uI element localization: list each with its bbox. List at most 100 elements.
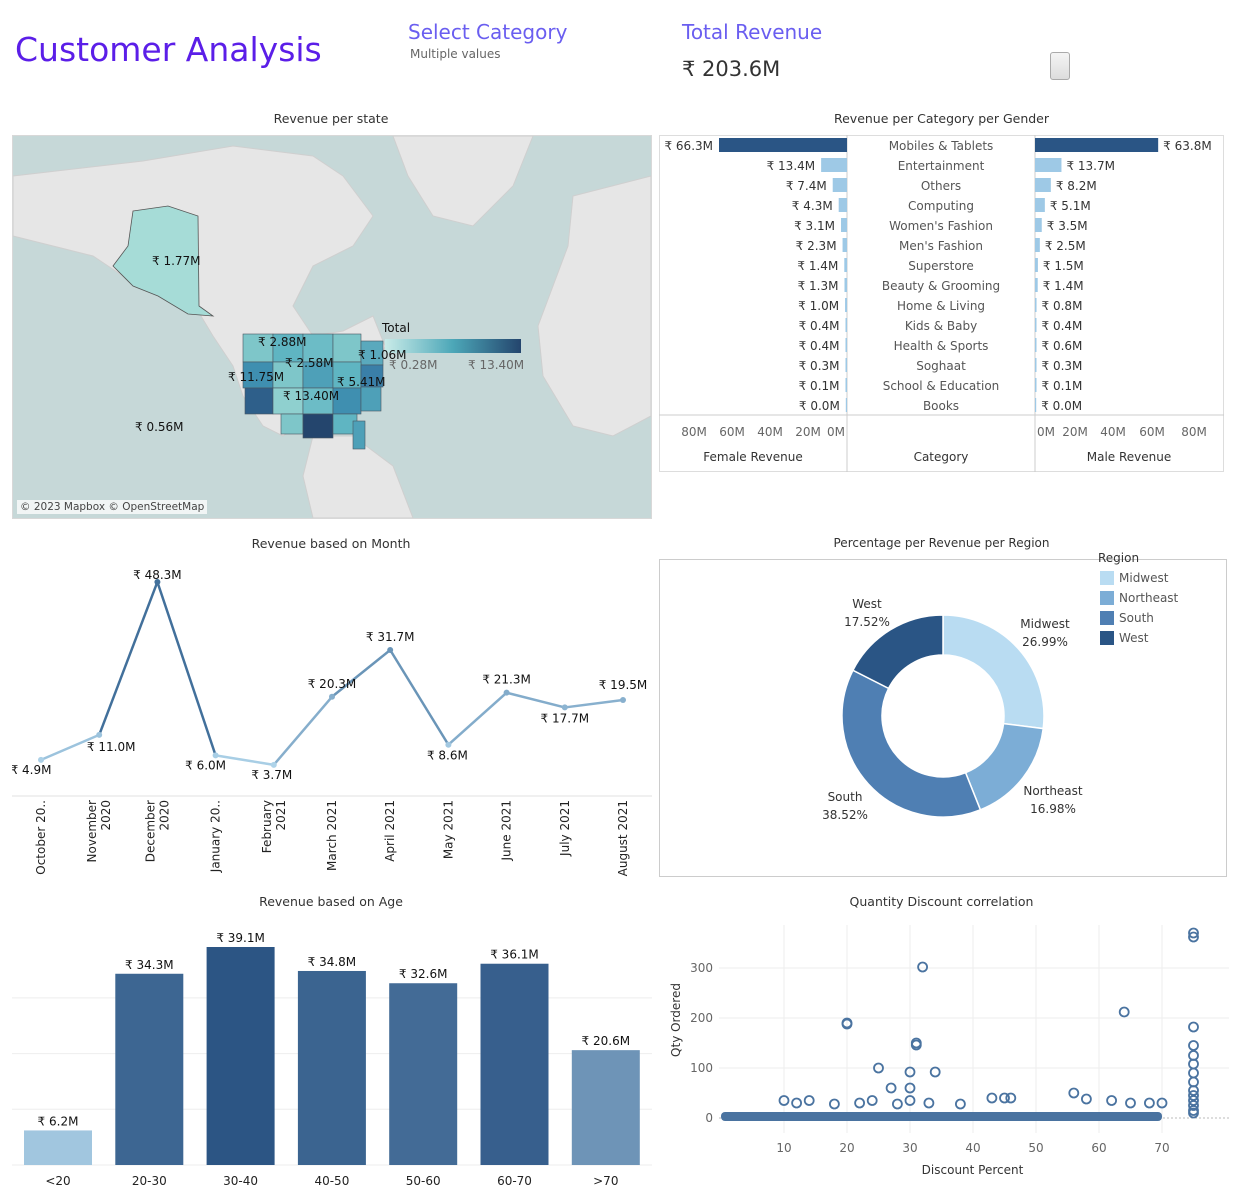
female-bar [842,238,847,252]
region-legend-label: West [1119,631,1149,645]
map-canvas [13,136,651,518]
revenue-map[interactable]: Total ₹ 0.28M ₹ 13.40M ₹ 1.77M ₹ 2.88M ₹… [12,135,652,519]
scatter-xtick: 70 [1154,1141,1169,1155]
male-bar-label: ₹ 0.1M [1042,379,1083,393]
female-bar-label: ₹ 0.4M [799,319,840,333]
map-label-southeast: ₹ 5.41M [337,375,386,389]
month-tick-label: July 2021 [558,800,572,857]
male-bar [1035,158,1062,172]
scatter-point [885,1082,897,1094]
age-chart-canvas: ₹ 6.2M <20 ₹ 34.3M 20-30 ₹ 39.1M 30-40 ₹ 34.8M… [12,931,652,1188]
category-label: Superstore [908,259,974,273]
male-bar-label: ₹ 5.1M [1050,199,1091,213]
male-bar [1035,378,1037,392]
age-tick-label: 60-70 [497,1174,532,1188]
age-bar [206,947,275,1165]
age-bar-label: ₹ 36.1M [490,948,539,962]
scatter-point [904,1066,916,1078]
map-legend-max: ₹ 13.40M [468,358,525,372]
male-axis-tick: 80M [1181,425,1207,439]
donut-slice-percent: 26.99% [1022,635,1068,649]
scatter-point [904,1082,916,1094]
category-label: Others [921,179,961,193]
category-label: Entertainment [898,159,985,173]
male-axis-tick: 40M [1100,425,1126,439]
female-bar [845,398,847,412]
age-bar [297,970,366,1165]
female-bar-label: ₹ 3.1M [794,219,835,233]
tablet-icon[interactable] [1050,52,1070,80]
month-line-segment [389,649,450,746]
male-bar-label: ₹ 1.5M [1043,259,1084,273]
age-tick-label: <20 [45,1174,70,1188]
month-point [329,693,335,700]
category-label: Books [923,399,959,413]
donut-slice [851,614,944,690]
month-line-segment [40,733,100,762]
region-legend-item[interactable]: Midwest [1100,568,1178,588]
month-tick-label-line2: 2020 [99,800,113,831]
month-point-label: ₹ 21.3M [482,673,531,687]
map-label-hawaii: ₹ 0.56M [135,420,184,434]
month-tick-label: June 2021 [500,800,514,862]
category-filter-value[interactable]: Multiple values [410,47,501,61]
age-bar [115,973,184,1165]
male-bar [1035,358,1037,372]
scatter-point [1188,1090,1199,1101]
scatter-point [910,1039,922,1051]
region-legend-item[interactable]: Northeast [1100,588,1178,608]
female-bar [845,338,847,352]
male-bar-label: ₹ 0.0M [1041,399,1082,413]
scatter-ytick: 0 [705,1111,713,1125]
female-bar-label: ₹ 0.4M [799,339,840,353]
male-bar [1035,338,1037,352]
month-line-segment [156,581,217,756]
female-bar [844,278,847,292]
region-legend-item[interactable]: South [1100,608,1178,628]
female-bar [845,378,847,392]
male-bar [1035,318,1037,332]
scatter-point [986,1092,998,1104]
scatter-xtick: 50 [1028,1141,1043,1155]
total-revenue-value: ₹ 203.6M [682,57,781,81]
category-label: Mobiles & Tablets [889,139,994,153]
male-bar [1035,218,1042,232]
age-tick-label: >70 [593,1174,618,1188]
map-credit[interactable]: © 2023 Mapbox © OpenStreetMap [17,500,208,514]
region-legend-item[interactable]: West [1100,628,1178,648]
age-tick-label: 50-60 [406,1174,441,1188]
month-tick-label: April 2021 [383,800,397,862]
scatter-ytick: 200 [690,1011,713,1025]
scatter-point [791,1097,803,1109]
female-bar [845,318,847,332]
scatter-ytick: 300 [690,961,713,975]
age-bar-label: ₹ 20.6M [582,1034,631,1048]
month-point [96,731,103,738]
male-revenue-header: Male Revenue [1086,450,1172,464]
month-point [387,647,394,654]
male-bar-label: ₹ 13.7M [1066,159,1115,173]
age-chart: ₹ 6.2M <20 ₹ 34.3M 20-30 ₹ 39.1M 30-40 ₹ 34.8M… [12,915,652,1195]
age-bar [24,1130,92,1165]
male-bar [1035,258,1038,272]
region-legend-label: South [1119,611,1154,625]
month-point [561,704,568,711]
month-point-label: ₹ 3.7M [251,768,292,782]
female-axis-tick: 60M [719,425,745,439]
month-line-segment [564,698,624,709]
male-bar-label: ₹ 0.6M [1042,339,1083,353]
region-legend-label: Midwest [1119,571,1169,585]
male-bar-label: ₹ 1.4M [1043,279,1084,293]
scatter-point [828,1098,840,1110]
scatter-ytick: 100 [690,1061,713,1075]
total-revenue-label: Total Revenue [682,20,823,44]
map-label-alaska: ₹ 1.77M [152,254,201,268]
month-point-label: ₹ 6.0M [185,758,226,772]
category-filter-label: Select Category [408,20,568,44]
female-bar-label: ₹ 7.4M [786,179,827,193]
female-bar [844,258,847,272]
category-label: Men's Fashion [899,239,983,253]
category-label: Home & Living [897,299,985,313]
male-bar-label: ₹ 0.4M [1042,319,1083,333]
map-legend-min: ₹ 0.28M [389,358,438,372]
